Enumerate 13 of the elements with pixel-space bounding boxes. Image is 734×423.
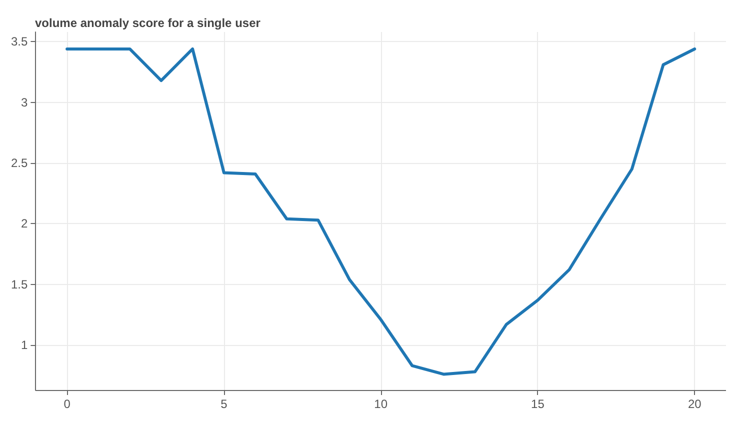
x-tick-label: 5 bbox=[220, 397, 228, 411]
y-tick-label: 2.5 bbox=[10, 156, 28, 170]
line-series bbox=[66, 47, 696, 376]
x-tick-label: 20 bbox=[688, 397, 702, 411]
y-tick-label: 3.5 bbox=[10, 34, 28, 49]
x-tick-label: 0 bbox=[64, 397, 71, 411]
x-tick-label: 10 bbox=[374, 397, 388, 411]
y-tick-label: 1 bbox=[20, 338, 28, 352]
y-tick-label: 1.5 bbox=[10, 277, 28, 292]
chart-title: volume anomaly score for a single user bbox=[35, 16, 261, 30]
y-tick-label: 3 bbox=[20, 95, 28, 110]
x-tick-label: 15 bbox=[531, 397, 545, 411]
y-tick-label: 2 bbox=[20, 216, 28, 231]
